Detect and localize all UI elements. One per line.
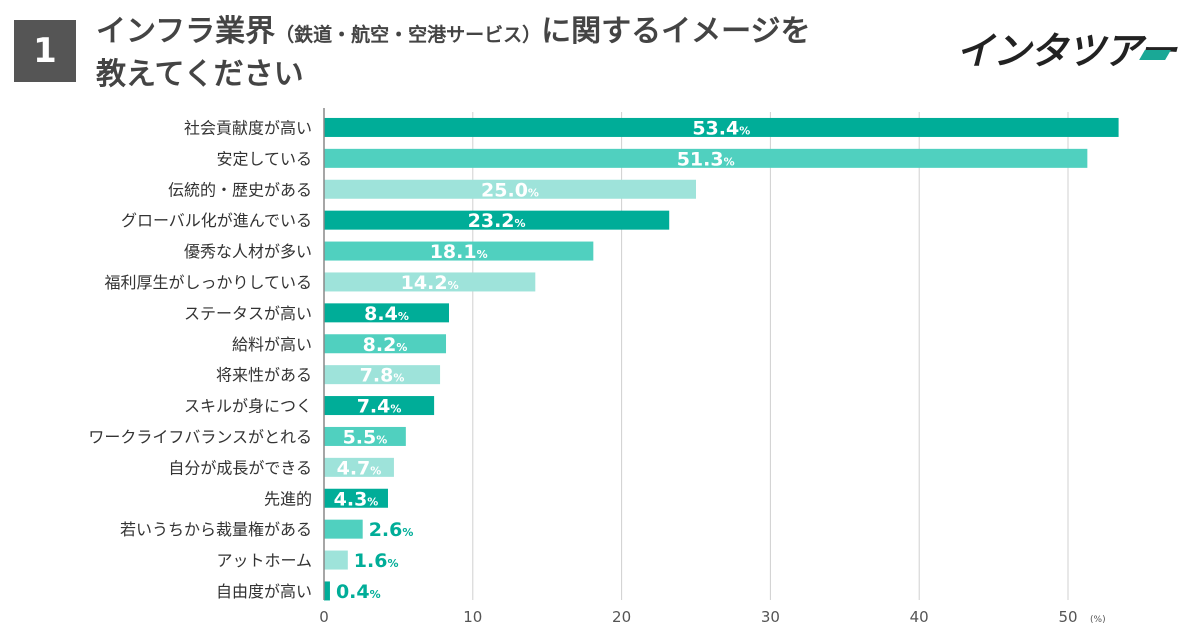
category-label: アットホーム: [216, 551, 312, 570]
logo-text: インタツアー: [956, 29, 1177, 73]
data-label: 4.7%: [337, 457, 382, 479]
page-title: インフラ業界（鉄道・航空・空港サービス）に関するイメージを 教えてください: [96, 12, 896, 95]
bar: [324, 581, 330, 601]
title-rest: に関するイメージを: [541, 14, 811, 49]
data-label: 2.6%: [369, 519, 414, 541]
bar: [324, 241, 594, 261]
bar: [324, 334, 447, 354]
category-label: 自由度が高い: [216, 582, 312, 601]
category-label: 優秀な人材が多い: [184, 242, 312, 261]
x-axis-unit-label: (%): [1090, 615, 1106, 625]
bar: [324, 210, 670, 230]
data-label: 7.8%: [360, 365, 405, 387]
question-number-badge: 1: [14, 20, 76, 82]
bar: [324, 117, 1119, 137]
bar: [324, 148, 1088, 168]
data-label: 8.4%: [364, 303, 409, 325]
x-tick-label: 30: [761, 608, 780, 626]
category-label: 福利厚生がしっかりしている: [104, 273, 312, 292]
data-label: 18.1%: [430, 241, 488, 263]
data-label: 0.4%: [336, 581, 381, 603]
bar: [324, 426, 406, 446]
category-label: ワークライフバランスがとれる: [88, 427, 312, 446]
category-label: 将来性がある: [216, 366, 312, 385]
x-tick-label: 40: [910, 608, 929, 626]
data-label: 23.2%: [468, 210, 526, 232]
data-label: 8.2%: [363, 334, 408, 356]
bar: [324, 550, 348, 570]
title-line2: 教えてください: [96, 57, 304, 92]
bar: [324, 457, 394, 477]
bar: [324, 272, 536, 292]
bar: [324, 365, 441, 385]
x-tick-label: 0: [319, 608, 329, 626]
data-label: 5.5%: [343, 426, 388, 448]
data-label: 51.3%: [677, 148, 735, 170]
data-label: 1.6%: [354, 550, 399, 572]
bar: [324, 519, 363, 539]
category-label: 給料が高い: [232, 335, 312, 354]
title-main: インフラ業界: [96, 14, 276, 49]
category-label: 先進的: [264, 489, 312, 508]
category-label: 安定している: [216, 149, 312, 168]
category-label: 若いうちから裁量権がある: [120, 520, 312, 539]
brand-logo: インタツアー: [956, 20, 1177, 80]
category-label: ステータスが高い: [184, 304, 312, 323]
title-paren: （鉄道・航空・空港サービス）: [275, 24, 542, 46]
data-label: 53.4%: [692, 117, 750, 139]
bar: [324, 396, 435, 416]
category-label: グローバル化が進んでいる: [121, 211, 312, 230]
category-label: 伝統的・歴史がある: [168, 180, 312, 199]
category-label: スキルが身につく: [184, 397, 312, 416]
category-label: 自分が成長ができる: [168, 458, 312, 477]
x-tick-label: 20: [612, 608, 631, 626]
data-label: 4.3%: [334, 488, 379, 510]
bar: [324, 179, 696, 199]
x-tick-label: 50: [1058, 608, 1077, 626]
x-tick-label: 10: [463, 608, 482, 626]
category-label: 社会貢献度が高い: [184, 118, 312, 137]
bar: [324, 488, 388, 508]
data-label: 14.2%: [401, 272, 459, 294]
bar: [324, 303, 449, 323]
data-label: 7.4%: [357, 396, 402, 418]
data-label: 25.0%: [481, 179, 539, 201]
